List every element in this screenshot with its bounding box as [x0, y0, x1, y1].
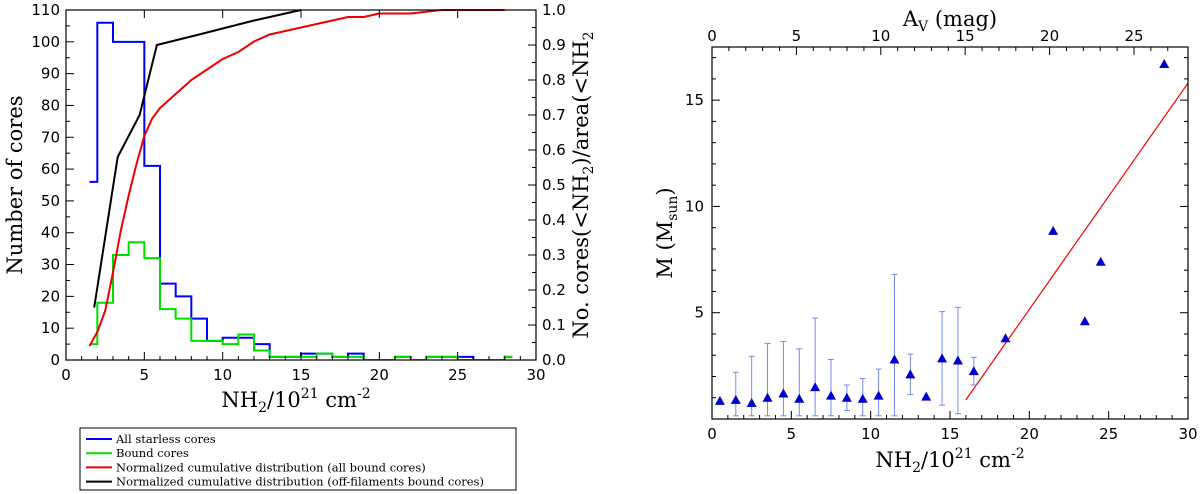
left-y-tick-label: 110	[31, 1, 60, 19]
right-x-tick-label: 5	[787, 425, 797, 443]
data-point	[937, 353, 948, 363]
right-x-tick-label: 0	[707, 425, 717, 443]
left-y-tick-label: 10	[41, 319, 60, 337]
left-x-tick-label: 30	[526, 366, 545, 384]
data-point	[1000, 333, 1011, 343]
left-y2-tick-label: 0.2	[542, 281, 566, 299]
left-x-tick-label: 15	[291, 366, 310, 384]
right-x-tick-label: 20	[1020, 425, 1039, 443]
data-point	[873, 390, 884, 400]
data-point	[810, 382, 821, 392]
left-y2-tick-label: 0.5	[542, 176, 566, 194]
right-top-x-tick-label: 25	[1124, 27, 1143, 45]
data-point	[794, 393, 805, 403]
left-plot-frame	[65, 9, 537, 361]
right-y-tick-label: 5	[694, 304, 704, 322]
data-point	[857, 393, 868, 403]
right-top-x-tick-label: 15	[956, 27, 975, 45]
right-x-tick-label: 30	[1178, 425, 1197, 443]
data-point	[730, 394, 741, 404]
left-y2-tick-label: 0.1	[542, 316, 566, 334]
data-point	[841, 392, 852, 402]
left-x-tick-label: 5	[140, 366, 150, 384]
data-point	[952, 355, 963, 365]
right-top-x-tick-label: 20	[1040, 27, 1059, 45]
left-y-tick-label: 80	[41, 96, 60, 114]
right-top-x-tick-label: 10	[871, 27, 890, 45]
left-y2-tick-label: 0.7	[542, 106, 566, 124]
right-y-tick-label: 10	[685, 197, 704, 215]
left-y2-tick-label: 0.8	[542, 71, 566, 89]
left-y-tick-label: 0	[50, 351, 60, 369]
left-x-tick-label: 0	[61, 366, 71, 384]
right-top-x-tick-label: 5	[792, 27, 802, 45]
left-y-tick-label: 30	[41, 256, 60, 274]
left-y2-tick-label: 0.9	[542, 36, 566, 54]
right-x-tick-label: 25	[1099, 425, 1118, 443]
data-point	[968, 366, 979, 376]
data-point	[1079, 316, 1090, 326]
right-y-axis-label: M (Msun)	[653, 187, 681, 278]
left-y-tick-label: 70	[41, 128, 60, 146]
data-point	[778, 388, 789, 398]
left-series-cumulative-2	[88, 9, 505, 347]
left-y2-tick-label: 0.0	[542, 351, 566, 369]
left-series-histogram-1	[89, 241, 513, 360]
right-top-x-tick-label: 0	[707, 27, 717, 45]
left-y2-tick-label: 0.4	[542, 211, 566, 229]
left-series-cumulative-3	[93, 9, 302, 308]
left-x-tick-label: 10	[213, 366, 232, 384]
legend-label: Normalized cumulative distribution (all …	[116, 460, 426, 474]
data-point	[905, 369, 916, 379]
left-y-tick-label: 20	[41, 287, 60, 305]
data-point	[921, 391, 932, 401]
right-x-tick-label: 10	[861, 425, 880, 443]
left-y-tick-label: 60	[41, 160, 60, 178]
left-y-tick-label: 100	[31, 33, 60, 51]
left-histogram-chart: 0 5 10 15 20 25 30 0 10 20 30 40 50 60 70 80 90 100 110 0…	[3, 1, 597, 491]
right-x-axis-label: NH2/1021 cm-2	[875, 446, 1024, 476]
left-y2-tick-label: 0.3	[542, 246, 566, 264]
left-x-axis-label: NH2/1021 cm-2	[221, 386, 370, 416]
data-point	[762, 392, 773, 402]
legend-label: Bound cores	[116, 446, 189, 460]
data-point	[1048, 225, 1059, 235]
data-point	[1095, 256, 1106, 266]
data-point	[889, 354, 900, 364]
left-y-tick-label: 90	[41, 65, 60, 83]
data-point	[746, 398, 757, 408]
left-y-tick-label: 40	[41, 224, 60, 242]
right-top-x-axis-label: AV (mag)	[902, 7, 997, 35]
legend-label: All starless cores	[115, 432, 216, 446]
left-y-axis-label: Number of cores	[3, 95, 27, 274]
left-y2-tick-label: 0.6	[542, 141, 566, 159]
left-y2-tick-label: 1.0	[542, 1, 566, 19]
right-y-tick-label: 15	[685, 91, 704, 109]
left-series-histogram-0	[89, 21, 513, 360]
left-y2-axis-label: No. cores(<NH2)/area(<NH2	[569, 31, 597, 338]
left-y-tick-label: 50	[41, 192, 60, 210]
left-x-tick-label: 25	[448, 366, 467, 384]
data-point	[826, 390, 836, 400]
data-point	[714, 395, 725, 405]
legend-label: Normalized cumulative distribution (off-…	[116, 475, 484, 489]
left-x-tick-label: 20	[370, 366, 389, 384]
fit-line	[965, 82, 1188, 401]
right-scatter-chart: 0 5 10 15 20 25 30 0 5 10 15 20 25 5 10 15 NH2/1021 cm-2…	[653, 7, 1198, 476]
data-point	[1159, 59, 1170, 69]
right-x-tick-label: 15	[940, 425, 959, 443]
